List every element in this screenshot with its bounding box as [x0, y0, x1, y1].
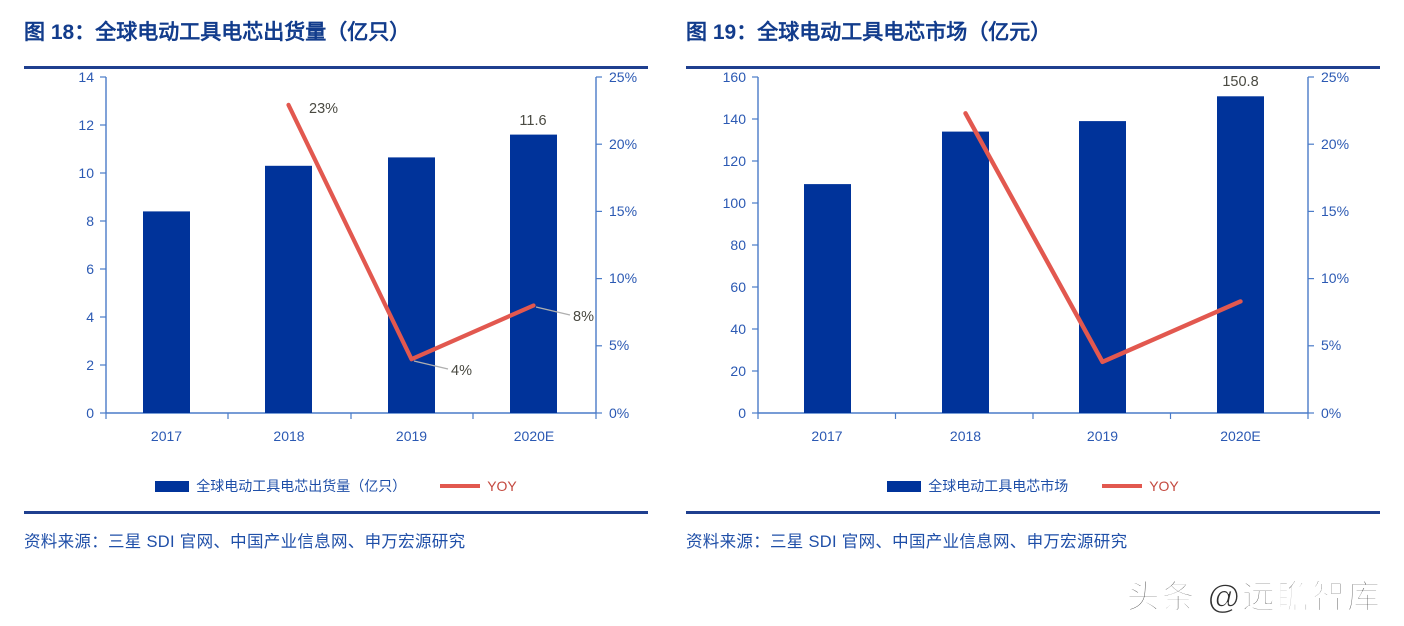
figure-18-legend: 全球电动工具电芯出货量（亿只） YOY [24, 471, 648, 501]
right-y-ticklabel: 20% [1321, 136, 1349, 152]
right-y-ticklabel: 15% [1321, 203, 1349, 219]
legend-line-swatch-icon [440, 484, 481, 488]
figure-18-title: 图 18：全球电动工具电芯出货量（亿只） [24, 21, 411, 44]
yoy-line [286, 102, 536, 362]
right-y-ticklabel: 25% [1321, 69, 1349, 85]
x-ticklabel-2020e: 2020E [514, 428, 554, 444]
figure-19-source-divider [686, 511, 1380, 514]
right-y-ticklabel: 15% [609, 203, 637, 219]
right-y-ticklabel: 10% [1321, 270, 1349, 286]
legend-label-line-series: YOY [487, 478, 517, 494]
leader-line-8pct [535, 306, 571, 316]
x-ticklabel-2019: 2019 [396, 428, 427, 444]
left-y-ticklabel: 6 [86, 261, 94, 277]
right-y-ticklabel: 5% [609, 337, 629, 353]
left-y-ticklabel: 0 [738, 405, 746, 421]
left-y-ticklabel: 40 [730, 321, 746, 337]
bar-2020e [1217, 96, 1264, 414]
line-data-label-2020e: 8% [573, 309, 594, 325]
legend-bar-swatch-icon [155, 480, 190, 492]
line-data-label-2018: 23% [309, 101, 338, 117]
legend-bar-swatch-icon [887, 480, 922, 492]
bar-2019 [1079, 121, 1126, 413]
left-y-ticks [752, 76, 758, 414]
x-ticklabel-2018: 2018 [273, 428, 304, 444]
legend-label-bar-series: 全球电动工具电芯出货量（亿只） [196, 478, 407, 494]
figure-19-source: 资料来源：三星 SDI 官网、中国产业信息网、申万宏源研究 [686, 533, 1128, 551]
figure-19-chart: 160 140 120 100 80 60 40 20 0 25% [686, 69, 1380, 469]
bar-2018 [265, 165, 312, 413]
figure-19-title-divider [686, 66, 1380, 69]
right-y-ticks [1308, 76, 1314, 414]
legend-line-swatch-icon [1102, 484, 1143, 488]
figure-18-chart: 14 12 10 8 6 4 2 0 25% 20% [24, 69, 648, 469]
line-data-label-2019: 4% [451, 363, 472, 379]
left-y-ticklabel: 14 [78, 69, 94, 85]
right-y-ticklabel: 10% [609, 270, 637, 286]
figure-19-title: 图 19：全球电动工具电芯市场（亿元） [686, 21, 1052, 44]
bar-2018 [942, 131, 989, 413]
x-ticklabel-2017: 2017 [811, 428, 842, 444]
figure-18-plot: 14 12 10 8 6 4 2 0 25% 20% [78, 69, 637, 444]
figure-19-plot: 160 140 120 100 80 60 40 20 0 25% [723, 69, 1349, 444]
figure-18-source: 资料来源：三星 SDI 官网、中国产业信息网、申万宏源研究 [24, 533, 466, 551]
right-y-ticklabel: 20% [609, 136, 637, 152]
bar-2020e [510, 134, 557, 413]
figure-18-title-divider [24, 66, 648, 69]
left-y-ticklabel: 140 [723, 111, 747, 127]
left-y-ticks [100, 76, 106, 414]
right-y-ticklabel: 5% [1321, 337, 1341, 353]
leader-line-4pct [413, 360, 449, 370]
left-y-ticklabel: 60 [730, 279, 746, 295]
bar-2019 [388, 157, 435, 413]
yoy-line [963, 111, 1243, 365]
right-y-ticklabel: 0% [609, 405, 629, 421]
x-ticklabel-2019: 2019 [1087, 428, 1118, 444]
left-y-ticklabel: 100 [723, 195, 747, 211]
left-y-ticklabel: 120 [723, 153, 747, 169]
figure-18-panel: 图 18：全球电动工具电芯出货量（亿只） 1 [0, 0, 670, 626]
figure-19-legend: 全球电动工具电芯市场 YOY [686, 471, 1380, 501]
left-y-ticklabel: 0 [86, 405, 94, 421]
left-y-ticklabel: 12 [78, 117, 94, 133]
legend-item-bar-series[interactable]: 全球电动工具电芯出货量（亿只） [155, 476, 406, 496]
legend-label-line-series: YOY [1149, 478, 1179, 494]
watermark: 头条 @远瞻智库 [1126, 578, 1382, 616]
x-ticks [757, 413, 1309, 419]
legend-item-line-series[interactable]: YOY [440, 478, 517, 494]
left-y-ticklabel: 8 [86, 213, 94, 229]
legend-item-bar-series[interactable]: 全球电动工具电芯市场 [887, 476, 1068, 496]
figure-19-panel: 图 19：全球电动工具电芯市场（亿元） [670, 0, 1404, 626]
left-y-ticklabel: 80 [730, 237, 746, 253]
x-ticks [105, 413, 597, 419]
left-y-ticklabel: 4 [86, 309, 94, 325]
bar-data-label-2020e: 150.8 [1222, 74, 1258, 90]
left-y-ticklabel: 2 [86, 357, 94, 373]
right-y-ticklabel: 25% [609, 69, 637, 85]
right-y-ticks [596, 76, 602, 414]
x-ticklabel-2017: 2017 [151, 428, 182, 444]
figure-18-source-divider [24, 511, 648, 514]
x-ticklabel-2018: 2018 [950, 428, 981, 444]
x-ticklabel-2020e: 2020E [1220, 428, 1260, 444]
right-y-ticklabel: 0% [1321, 405, 1341, 421]
bar-2017 [804, 184, 851, 413]
left-y-ticklabel: 20 [730, 363, 746, 379]
legend-item-line-series[interactable]: YOY [1102, 478, 1179, 494]
bar-data-label-2020e: 11.6 [519, 113, 546, 129]
left-y-ticklabel: 160 [723, 69, 747, 85]
left-y-ticklabel: 10 [78, 165, 94, 181]
bar-2017 [143, 211, 190, 413]
legend-label-bar-series: 全球电动工具电芯市场 [928, 478, 1069, 494]
